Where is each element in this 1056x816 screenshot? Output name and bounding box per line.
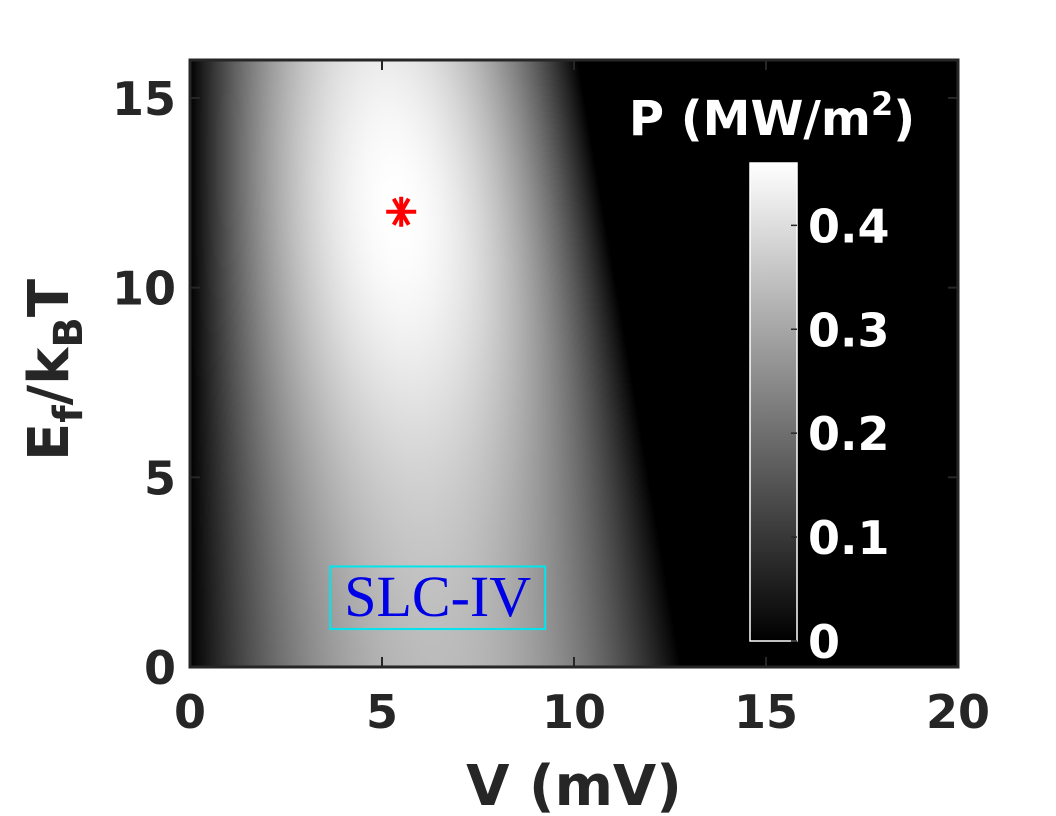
colorbar-tick-label: 0.4 [808, 199, 890, 253]
optimum-marker [386, 196, 417, 227]
x-tick-label: 10 [542, 685, 606, 739]
colorbar-tick-label: 0.3 [808, 303, 890, 357]
x-tick-label: 15 [734, 685, 798, 739]
colorbar-gradient [750, 163, 797, 641]
annotation-label: SLC-IV [344, 564, 531, 629]
colorbar-tick-label: 0.1 [808, 511, 890, 565]
x-axis-ticks: 0 5 10 15 20 [174, 60, 990, 739]
x-tick-label: 0 [174, 685, 206, 739]
y-tick-label: 0 [144, 641, 176, 695]
colorbar-frame [749, 162, 798, 642]
colorbar: 0 0.1 0.2 0.3 0.4 P (MW/m2) [629, 85, 915, 669]
y-tick-label: 5 [144, 451, 176, 505]
colorbar-title: P (MW/m2) [629, 85, 915, 147]
colorbar-tick-label: 0.2 [808, 407, 890, 461]
heatmap-field [190, 60, 958, 667]
y-tick-label: 10 [112, 262, 176, 316]
x-axis-label: V (mV) [466, 754, 682, 816]
annotation-box: SLC-IV [329, 564, 547, 631]
y-tick-label: 15 [112, 72, 176, 126]
y-axis-ticks: 0 5 10 15 [112, 72, 958, 695]
colorbar-tick-label: 0 [808, 615, 840, 669]
annotation-frame [329, 565, 547, 631]
y-axis-label: Ef/kBT [17, 279, 92, 461]
x-tick-label: 20 [926, 685, 990, 739]
x-tick-label: 5 [366, 685, 398, 739]
